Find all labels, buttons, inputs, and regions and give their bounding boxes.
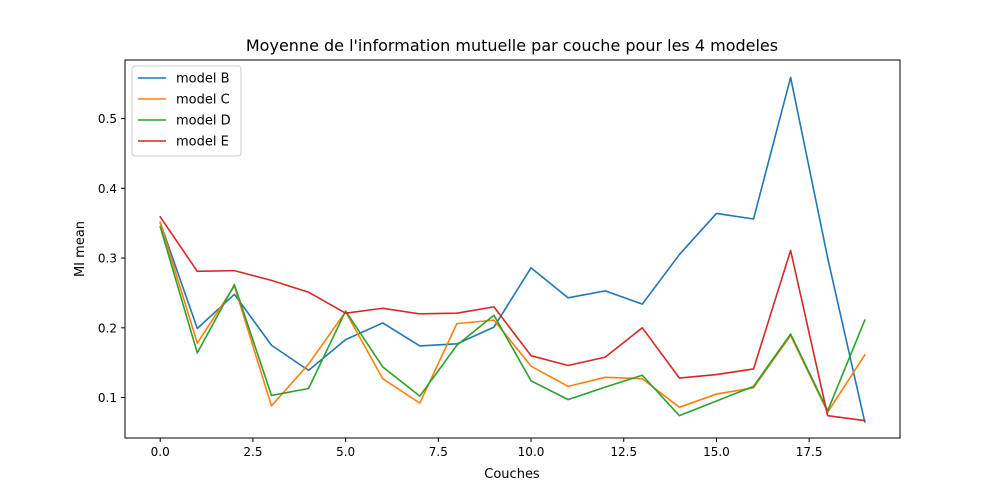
x-tick-label: 7.5 [429, 445, 448, 459]
y-axis-label: MI mean [73, 221, 88, 277]
legend: model B model C model D model E [131, 65, 242, 157]
x-tick-label: 17.5 [796, 445, 823, 459]
x-tick-label: 5.0 [336, 445, 355, 459]
x-tick-label: 12.5 [610, 445, 637, 459]
y-axis: 0.1 0.2 0.3 0.4 0.5 [98, 112, 125, 405]
y-tick-label: 0.5 [98, 112, 117, 126]
legend-label-model-b: model B [176, 72, 230, 87]
y-tick-label: 0.3 [98, 252, 117, 266]
chart-title: Moyenne de l'information mutuelle par co… [246, 36, 778, 55]
legend-label-model-c: model C [176, 93, 230, 108]
plot-frame [124, 59, 901, 439]
series-layer [159, 76, 866, 423]
x-tick-label: 15.0 [703, 445, 730, 459]
x-tick-label: 0.0 [151, 445, 170, 459]
x-axis: 0.0 2.5 5.0 7.5 10.0 12.5 15.0 17.5 [151, 438, 823, 459]
series-line-model-e [159, 215, 866, 422]
series-line-model-b [159, 76, 866, 423]
y-tick-label: 0.2 [98, 321, 117, 335]
legend-label-model-e: model E [176, 135, 229, 150]
legend-label-model-d: model D [176, 114, 231, 129]
series-line-model-d [159, 225, 866, 417]
x-axis-label: Couches [484, 467, 540, 482]
plot-area [124, 59, 901, 439]
y-tick-label: 0.4 [98, 182, 117, 196]
legend-box [131, 65, 242, 157]
x-tick-label: 2.5 [243, 445, 262, 459]
x-tick-label: 10.0 [518, 445, 545, 459]
y-tick-label: 0.1 [98, 391, 117, 405]
